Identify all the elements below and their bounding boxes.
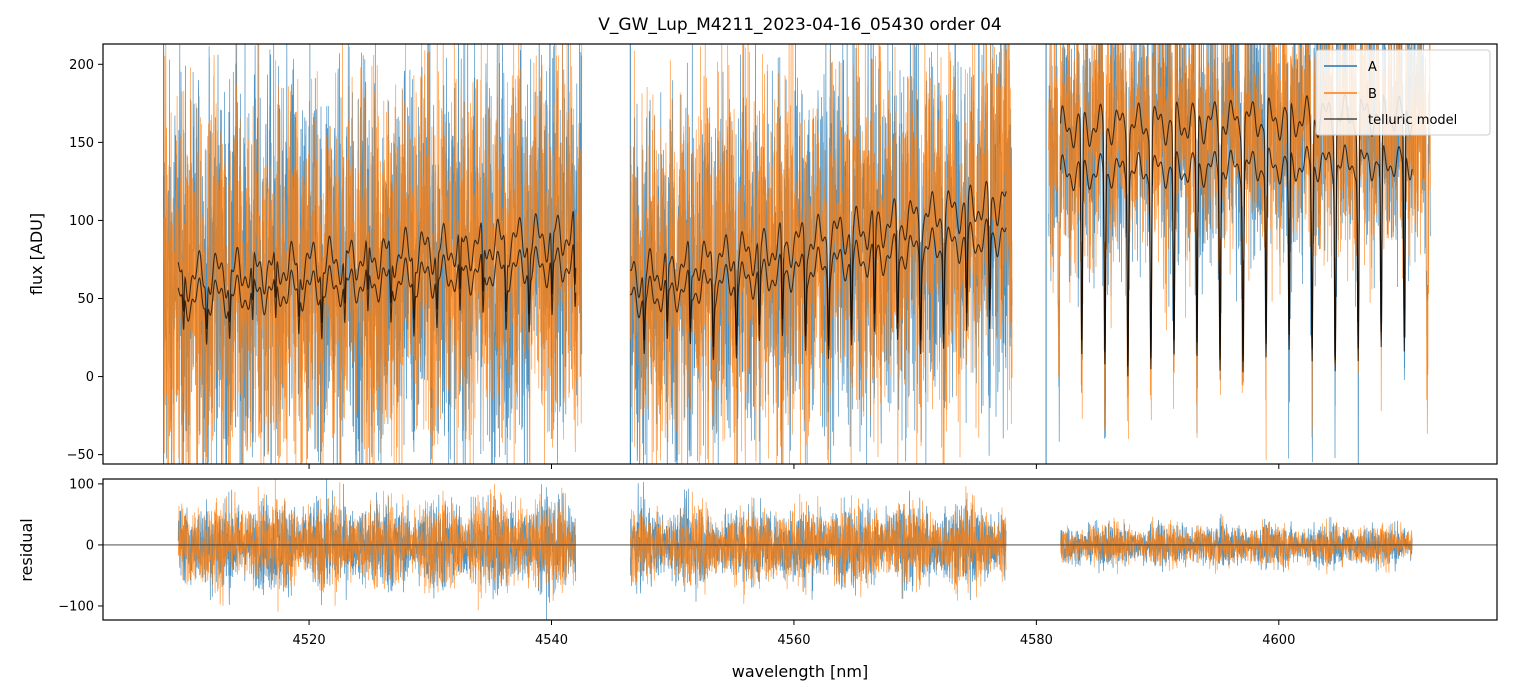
telluric-model-seg-0-1 (177, 244, 577, 345)
flux-ytick-label: 100 (69, 214, 94, 229)
residual-axes-frame (102, 478, 1498, 621)
telluric-model-seg-2-1 (1060, 144, 1413, 377)
residual-panel: −100 0 100 4520 4540 4560 4580 4600 residual w… (17, 477, 1498, 681)
residual-xtick-label: 4560 (777, 633, 810, 648)
residual-ytick-label: 100 (69, 477, 94, 492)
flux-panel: −50 0 50 100 150 200 flux [ADU] A B telluric … (27, 43, 1498, 469)
residual-plot-area (103, 479, 1497, 620)
residual-series-b-seg-0 (177, 479, 577, 612)
residual-xtick-label: 4520 (293, 633, 326, 648)
flux-y-ticks: −50 0 50 100 150 200 (67, 58, 103, 463)
legend-label-telluric: telluric model (1368, 113, 1457, 128)
flux-ytick-label: 200 (69, 58, 94, 73)
legend-box (1315, 49, 1491, 136)
chart-title: V_GW_Lup_M4211_2023-04-16_05430 order 04 (598, 15, 1001, 35)
residual-xtick-label: 4580 (1020, 633, 1053, 648)
x-axis-label: wavelength [nm] (732, 662, 869, 681)
flux-ytick-label: 50 (77, 292, 94, 307)
telluric-model-seg-0-0 (177, 210, 577, 330)
flux-ytick-label: 0 (86, 370, 94, 385)
residual-y-ticks: −100 0 100 (58, 477, 103, 614)
flux-series-b-seg-0 (163, 44, 583, 464)
legend-label-b: B (1368, 87, 1377, 102)
flux-series-a-seg-2 (1048, 44, 1431, 464)
flux-ytick-label: −50 (67, 448, 94, 463)
flux-axes-frame (102, 43, 1498, 465)
residual-y-axis-label: residual (17, 518, 36, 581)
flux-y-axis-label: flux [ADU] (27, 213, 46, 295)
residual-series-b-seg-2 (1060, 515, 1413, 575)
residual-ytick-label: −100 (58, 599, 94, 614)
residual-x-ticks: 4520 4540 4560 4580 4600 (293, 620, 1295, 648)
telluric-model-seg-1-1 (629, 218, 1007, 360)
legend: A B telluric model (1315, 49, 1491, 136)
residual-ytick-label: 0 (86, 538, 94, 553)
residual-xtick-label: 4600 (1262, 633, 1295, 648)
flux-ytick-label: 150 (69, 136, 94, 151)
residual-xtick-label: 4540 (535, 633, 568, 648)
flux-x-ticks (308, 464, 1280, 469)
legend-label-a: A (1368, 60, 1377, 75)
